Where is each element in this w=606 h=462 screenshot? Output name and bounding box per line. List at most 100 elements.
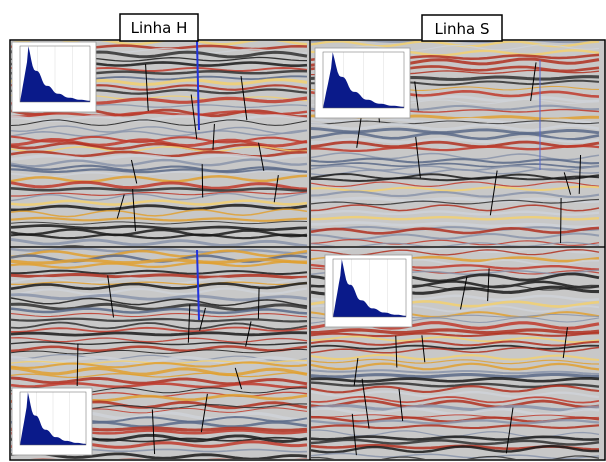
reflector [11, 164, 308, 173]
fault [234, 367, 243, 390]
reflector [11, 361, 308, 369]
fault [200, 393, 208, 433]
seismic-panels [11, 41, 605, 459]
reflector [11, 366, 308, 377]
reflector [11, 191, 308, 197]
reflector [311, 328, 600, 335]
reflector [11, 317, 308, 323]
fault [199, 307, 206, 331]
reflector [11, 153, 308, 161]
reflector [11, 260, 308, 269]
reflector [11, 337, 308, 343]
reflector [11, 238, 308, 246]
fault [530, 62, 537, 101]
fault [257, 287, 260, 319]
reflector [311, 369, 600, 375]
reflector [311, 152, 600, 161]
fault [245, 321, 252, 347]
reflector [11, 145, 308, 153]
reflector [311, 438, 600, 446]
reflector [11, 158, 308, 168]
reflector [11, 331, 308, 337]
reflector [311, 122, 600, 132]
panel-title: Linha S [434, 20, 489, 38]
reflector [311, 196, 600, 204]
reflector [11, 174, 308, 184]
fault [212, 123, 215, 150]
reflector [311, 226, 600, 235]
reflector [11, 348, 308, 355]
reflector [11, 180, 308, 191]
reflector [11, 228, 308, 238]
reflector [11, 137, 308, 148]
reflector [11, 248, 308, 255]
reflector [11, 281, 308, 291]
reflector [311, 44, 600, 52]
reflector [311, 117, 600, 125]
fault [132, 188, 136, 232]
reflector [11, 199, 308, 207]
seismic-section [311, 248, 605, 459]
fault [240, 76, 248, 121]
reflector [11, 355, 308, 364]
fault [273, 175, 279, 203]
fault [505, 407, 514, 454]
reflector [311, 232, 600, 241]
reflector [311, 403, 600, 412]
panel-title: Linha H [131, 19, 188, 37]
reflector [11, 208, 308, 218]
reflector [311, 162, 600, 169]
fault [415, 136, 421, 179]
inset-axes [332, 258, 407, 318]
reflector [311, 372, 600, 379]
seismic-section [11, 248, 309, 459]
fault [487, 268, 490, 302]
reflector [311, 358, 600, 365]
reflector [311, 221, 600, 229]
reflector [11, 272, 308, 280]
reflector [11, 257, 307, 265]
reflector [11, 119, 308, 126]
reflector [311, 390, 600, 399]
reflector [311, 399, 600, 409]
reflector [11, 110, 308, 118]
reflector [11, 233, 308, 240]
reflector [311, 339, 600, 347]
frame [9, 39, 606, 461]
reflector [11, 168, 308, 174]
reflector [311, 376, 600, 383]
inset-axes [19, 391, 87, 446]
reflector [11, 141, 308, 152]
reflector [11, 372, 308, 379]
reflector [311, 168, 600, 176]
reflector [311, 435, 600, 441]
fault [116, 194, 125, 219]
reflector [11, 321, 308, 331]
inset-axes [322, 51, 405, 109]
reflector [311, 140, 600, 149]
reflector [11, 381, 308, 389]
reflector [311, 215, 600, 221]
overlays [11, 40, 541, 456]
reflector [311, 209, 600, 216]
histogram [20, 392, 86, 445]
fault [562, 327, 568, 359]
fault [560, 198, 562, 244]
reflector [311, 181, 600, 188]
reflector [11, 307, 308, 315]
reflector [11, 293, 308, 302]
title-box [119, 13, 199, 42]
reflector [311, 335, 600, 344]
fault [76, 343, 79, 387]
reflector [311, 406, 600, 416]
reflector [311, 362, 600, 371]
fault [351, 413, 357, 456]
reflector [11, 216, 308, 222]
fault [258, 142, 265, 171]
reflector [311, 444, 600, 454]
reflector [11, 224, 308, 232]
fault [187, 304, 191, 343]
reflector [311, 346, 600, 354]
well-log [196, 249, 200, 321]
